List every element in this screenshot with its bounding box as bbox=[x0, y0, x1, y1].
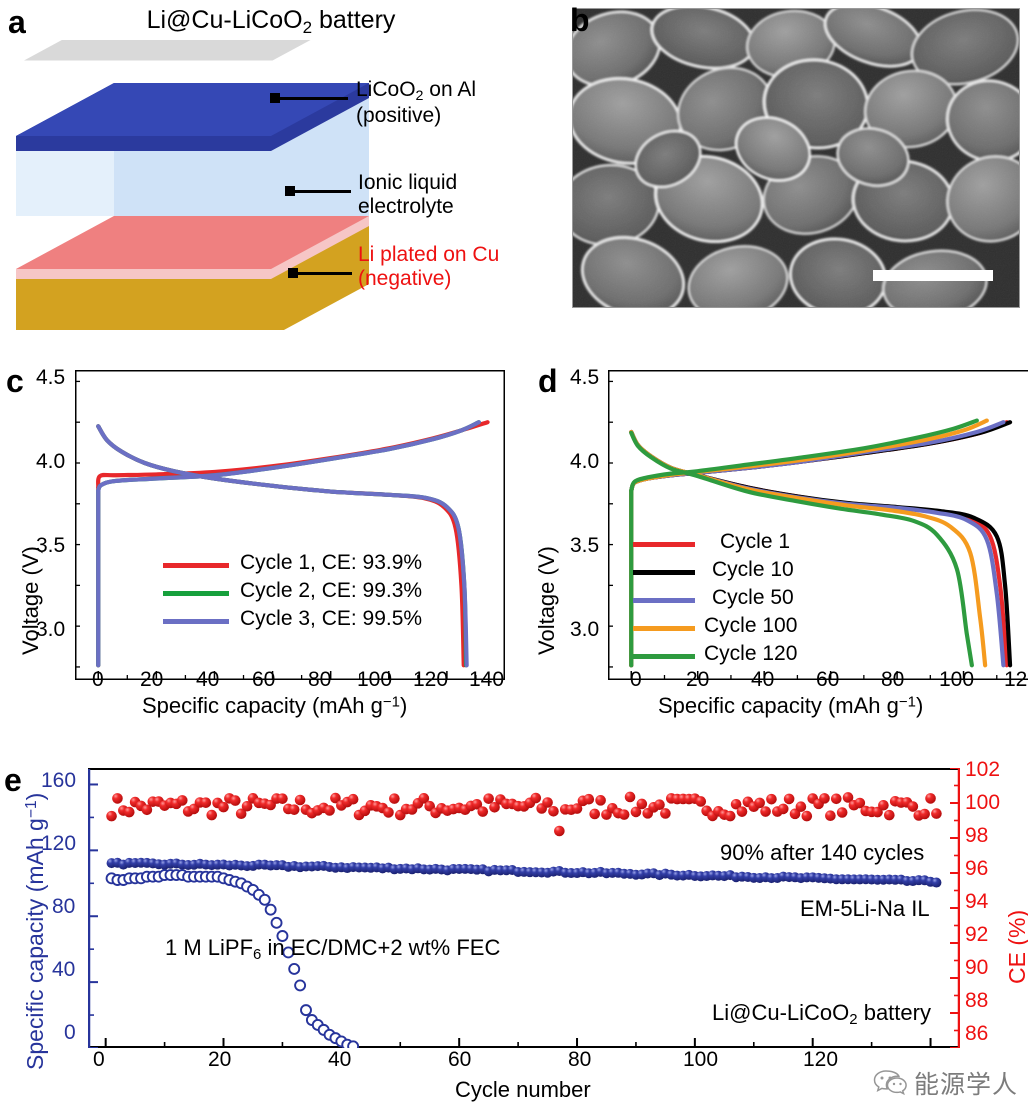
panel-d-legend-swatch-3 bbox=[633, 626, 695, 631]
panel-e-ytick-right-94: 94 bbox=[965, 890, 989, 913]
panel-e-ytick-left-120: 120 bbox=[41, 832, 77, 855]
leader-line-anode bbox=[296, 272, 352, 275]
panel-e-annot-retention: 90% after 140 cycles bbox=[720, 840, 925, 865]
leader-dot-cathode bbox=[270, 93, 280, 103]
panel-e-ytick-left-80: 80 bbox=[52, 895, 76, 918]
leader-dot-electrolyte bbox=[285, 186, 295, 196]
panel-e-plot-area bbox=[88, 768, 960, 1048]
panel-e-xtick-20: 20 bbox=[208, 1048, 232, 1071]
sem-micrograph bbox=[572, 8, 1020, 308]
panel-c-plot-area bbox=[75, 370, 505, 680]
panel-d-plot-area bbox=[608, 370, 1028, 680]
panel-c-legend-swatch-0 bbox=[163, 563, 229, 568]
al-foil-top bbox=[16, 83, 369, 136]
panel-d-x-axis-title: Specific capacity (mAh g−1) bbox=[658, 693, 924, 718]
panel-letter-a: a bbox=[8, 4, 26, 40]
panel-e-xtick-40: 40 bbox=[328, 1048, 352, 1071]
panel-d-ytick-3.5: 3.5 bbox=[570, 534, 600, 557]
panel-d-ytick-4.0: 4.0 bbox=[570, 450, 600, 473]
schem-label-anode-line1: Li plated on Cu bbox=[358, 243, 500, 266]
panel-c-x-axis-title: Specific capacity (mAh g−1) bbox=[142, 693, 408, 718]
watermark-text: 能源学人 bbox=[913, 1071, 1018, 1099]
panel-d-legend-label-1: Cycle 10 bbox=[712, 558, 794, 581]
panel-e-y-axis-title-right: CE (%) bbox=[1004, 909, 1028, 984]
panel-d-legend-swatch-1 bbox=[633, 570, 695, 575]
panel-a-title: Li@Cu-LiCoO2 battery bbox=[146, 6, 396, 37]
panel-letter-b: b bbox=[570, 2, 590, 38]
panel-c-legend-label-0: Cycle 1, CE: 93.9% bbox=[240, 551, 423, 574]
wechat-watermark: 能源学人 bbox=[873, 1065, 1018, 1101]
panel-e-ytick-right-102: 102 bbox=[965, 758, 1001, 781]
panel-d-legend-swatch-4 bbox=[633, 654, 695, 659]
schem-label-cathode-line2: (positive) bbox=[356, 103, 442, 127]
panel-c-ytick-3.5: 3.5 bbox=[36, 534, 66, 557]
panel-e-x-axis-title: Cycle number bbox=[455, 1077, 591, 1102]
sem-grains-svg bbox=[573, 9, 1019, 307]
panel-e-annot-il-electrolyte: EM-5Li-Na IL bbox=[800, 896, 930, 921]
panel-e-xtick-80: 80 bbox=[568, 1048, 592, 1071]
panel-c-legend-swatch-1 bbox=[163, 591, 229, 596]
panel-e-ytick-right-88: 88 bbox=[965, 989, 989, 1012]
panel-d-legend-label-0: Cycle 1 bbox=[720, 530, 791, 553]
panel-e-ytick-right-90: 90 bbox=[965, 956, 989, 979]
panel-e-annot-carbonate-electrolyte: 1 M LiPF6 in EC/DMC+2 wt% FEC bbox=[165, 935, 501, 964]
panel-c-legend-label-1: Cycle 2, CE: 99.3% bbox=[240, 579, 423, 602]
schem-label-anode: Li plated on Cu (negative) bbox=[358, 243, 499, 290]
panel-e-ytick-left-40: 40 bbox=[52, 958, 76, 981]
leader-line-cathode bbox=[278, 97, 348, 100]
schem-label-electrolyte-line1: Ionic liquid bbox=[358, 171, 458, 194]
panel-e-ytick-left-160: 160 bbox=[41, 769, 77, 792]
panel-letter-d: d bbox=[538, 363, 558, 399]
panel-d-legend-label-2: Cycle 50 bbox=[712, 586, 794, 609]
licoo2-plate-top bbox=[17, 40, 317, 64]
panel-d-legend-label-4: Cycle 120 bbox=[704, 642, 798, 665]
panel-d-ytick-4.5: 4.5 bbox=[570, 366, 600, 389]
panel-d-legend-swatch-2 bbox=[633, 598, 695, 603]
schem-label-electrolyte: Ionic liquid electrolyte bbox=[358, 171, 457, 218]
battery-stack-svg bbox=[16, 40, 369, 330]
panel-c-ytick-4.0: 4.0 bbox=[36, 450, 66, 473]
panel-letter-e: e bbox=[4, 762, 22, 798]
panel-c-legend-label-2: Cycle 3, CE: 99.5% bbox=[240, 607, 423, 630]
wechat-icon bbox=[873, 1070, 907, 1096]
leader-line-electrolyte bbox=[293, 190, 351, 193]
panel-c-voltage-profiles: c Voltage (V) Specific capacity (mAh g−1… bbox=[0, 355, 520, 755]
schem-label-electrolyte-line2: electrolyte bbox=[358, 194, 454, 218]
panel-e-xtick-120: 120 bbox=[803, 1048, 839, 1071]
panel-e-ytick-left-0: 0 bbox=[64, 1021, 76, 1044]
leader-dot-anode bbox=[288, 268, 298, 278]
panel-d-voltage-profiles: d Voltage (V) Specific capacity (mAh g−1… bbox=[508, 355, 1028, 755]
panel-d-legend-swatch-0 bbox=[633, 542, 695, 547]
li-plate-top bbox=[16, 216, 369, 269]
schem-label-cathode: LiCoO2 on Al (positive) bbox=[356, 78, 476, 127]
schem-label-anode-line2: (negative) bbox=[358, 266, 452, 290]
panel-c-legend-swatch-2 bbox=[163, 619, 229, 624]
panel-a-schematic: a Li@Cu-LiCoO2 battery LiCoO2 on Al (pos bbox=[0, 0, 560, 340]
schem-label-cathode-line1: LiCoO2 on Al bbox=[356, 78, 477, 104]
panel-b-sem-image bbox=[572, 8, 1020, 308]
panel-c-ytick-3.0: 3.0 bbox=[36, 618, 66, 641]
panel-e-xtick-100: 100 bbox=[683, 1048, 719, 1071]
panel-e-xtick-0: 0 bbox=[93, 1048, 105, 1071]
sem-scale-bar bbox=[873, 270, 993, 281]
panel-e-ytick-right-96: 96 bbox=[965, 857, 989, 880]
panel-e-ytick-right-86: 86 bbox=[965, 1022, 989, 1045]
panel-letter-c: c bbox=[6, 363, 24, 399]
panel-e-ytick-right-98: 98 bbox=[965, 824, 989, 847]
panel-e-ytick-right-100: 100 bbox=[965, 791, 1001, 814]
panel-e-cycling-performance: e Specific capacity (mAh g−1) CE (%) Cyc… bbox=[0, 758, 1028, 1107]
panel-e-ytick-right-92: 92 bbox=[965, 923, 989, 946]
panel-e-xtick-60: 60 bbox=[448, 1048, 472, 1071]
panel-d-legend-label-3: Cycle 100 bbox=[704, 614, 798, 637]
panel-e-annot-cell-type: Li@Cu-LiCoO2 battery bbox=[712, 1000, 931, 1029]
panel-d-ytick-3.0: 3.0 bbox=[570, 618, 600, 641]
panel-c-ytick-4.5: 4.5 bbox=[36, 366, 66, 389]
panel-d-y-axis-title: Voltage (V) bbox=[534, 546, 559, 655]
